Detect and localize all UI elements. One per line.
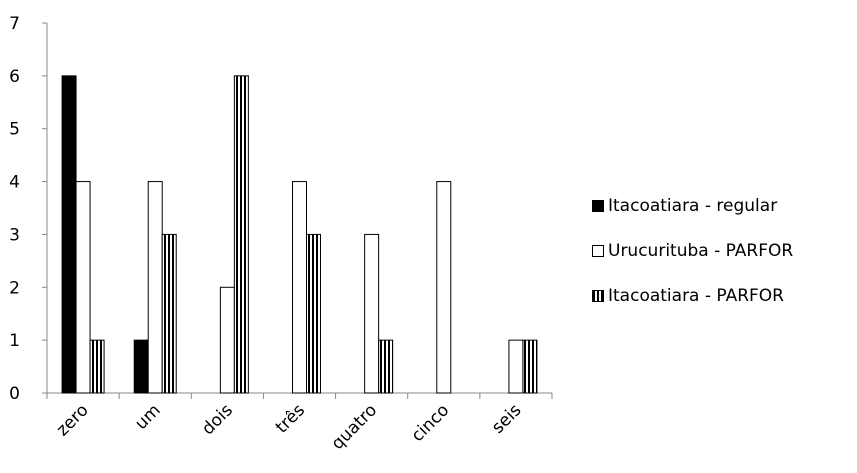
y-tick-label: 3 — [9, 225, 20, 245]
bar-itacoatiara-parfor-zero — [89, 339, 105, 394]
legend-item-urucurituba-parfor: Urucurituba - PARFOR — [592, 228, 852, 273]
bar-urucurituba-parfor-seis — [508, 339, 524, 394]
x-tick-label: cinco — [408, 400, 454, 446]
bar-urucurituba-parfor-um — [147, 181, 163, 394]
x-tick-label: seis — [488, 400, 526, 438]
bar-urucurituba-parfor-três — [292, 181, 307, 394]
axes — [42, 22, 553, 399]
legend-label: Urucurituba - PARFOR — [608, 240, 794, 261]
bar-itacoatiara-parfor-quatro — [378, 339, 394, 394]
y-tick-label: 5 — [9, 120, 20, 140]
bars — [61, 75, 538, 394]
bar-urucurituba-parfor-cinco — [436, 181, 452, 394]
bar-urucurituba-parfor-zero — [75, 181, 91, 394]
y-tick-label: 7 — [9, 14, 20, 34]
x-tick-label: dois — [198, 400, 237, 439]
bar-itacoatiara-regular-zero — [61, 75, 77, 394]
y-tick-label: 6 — [9, 67, 20, 87]
legend: Itacoatiara - regular Urucurituba - PARF… — [592, 183, 852, 318]
bar-urucurituba-parfor-quatro — [364, 233, 380, 394]
legend-swatch-solid — [592, 199, 604, 212]
y-tick-label: 2 — [9, 278, 20, 298]
x-tick-label: quatro — [328, 400, 382, 454]
legend-item-itacoatiara-parfor: Itacoatiara - PARFOR — [592, 273, 852, 318]
x-tick-label: um — [131, 400, 164, 433]
y-tick-label: 4 — [9, 173, 20, 193]
bar-itacoatiara-regular-um — [133, 339, 149, 394]
y-tick-label: 1 — [9, 331, 20, 351]
x-tick-label: três — [272, 400, 309, 437]
bar-itacoatiara-parfor-um — [161, 233, 177, 394]
legend-swatch-white — [592, 244, 604, 257]
y-tick-label: 0 — [9, 384, 20, 404]
legend-item-itacoatiara-regular: Itacoatiara - regular — [592, 183, 852, 228]
bar-itacoatiara-parfor-dois — [233, 75, 249, 394]
bar-itacoatiara-parfor-três — [306, 233, 321, 394]
legend-label: Itacoatiara - PARFOR — [608, 285, 784, 306]
legend-label: Itacoatiara - regular — [608, 195, 778, 216]
bar-itacoatiara-parfor-seis — [522, 339, 538, 394]
bar-urucurituba-parfor-dois — [219, 286, 235, 394]
legend-swatch-striped — [592, 289, 604, 302]
x-tick-label: zero — [53, 400, 93, 440]
